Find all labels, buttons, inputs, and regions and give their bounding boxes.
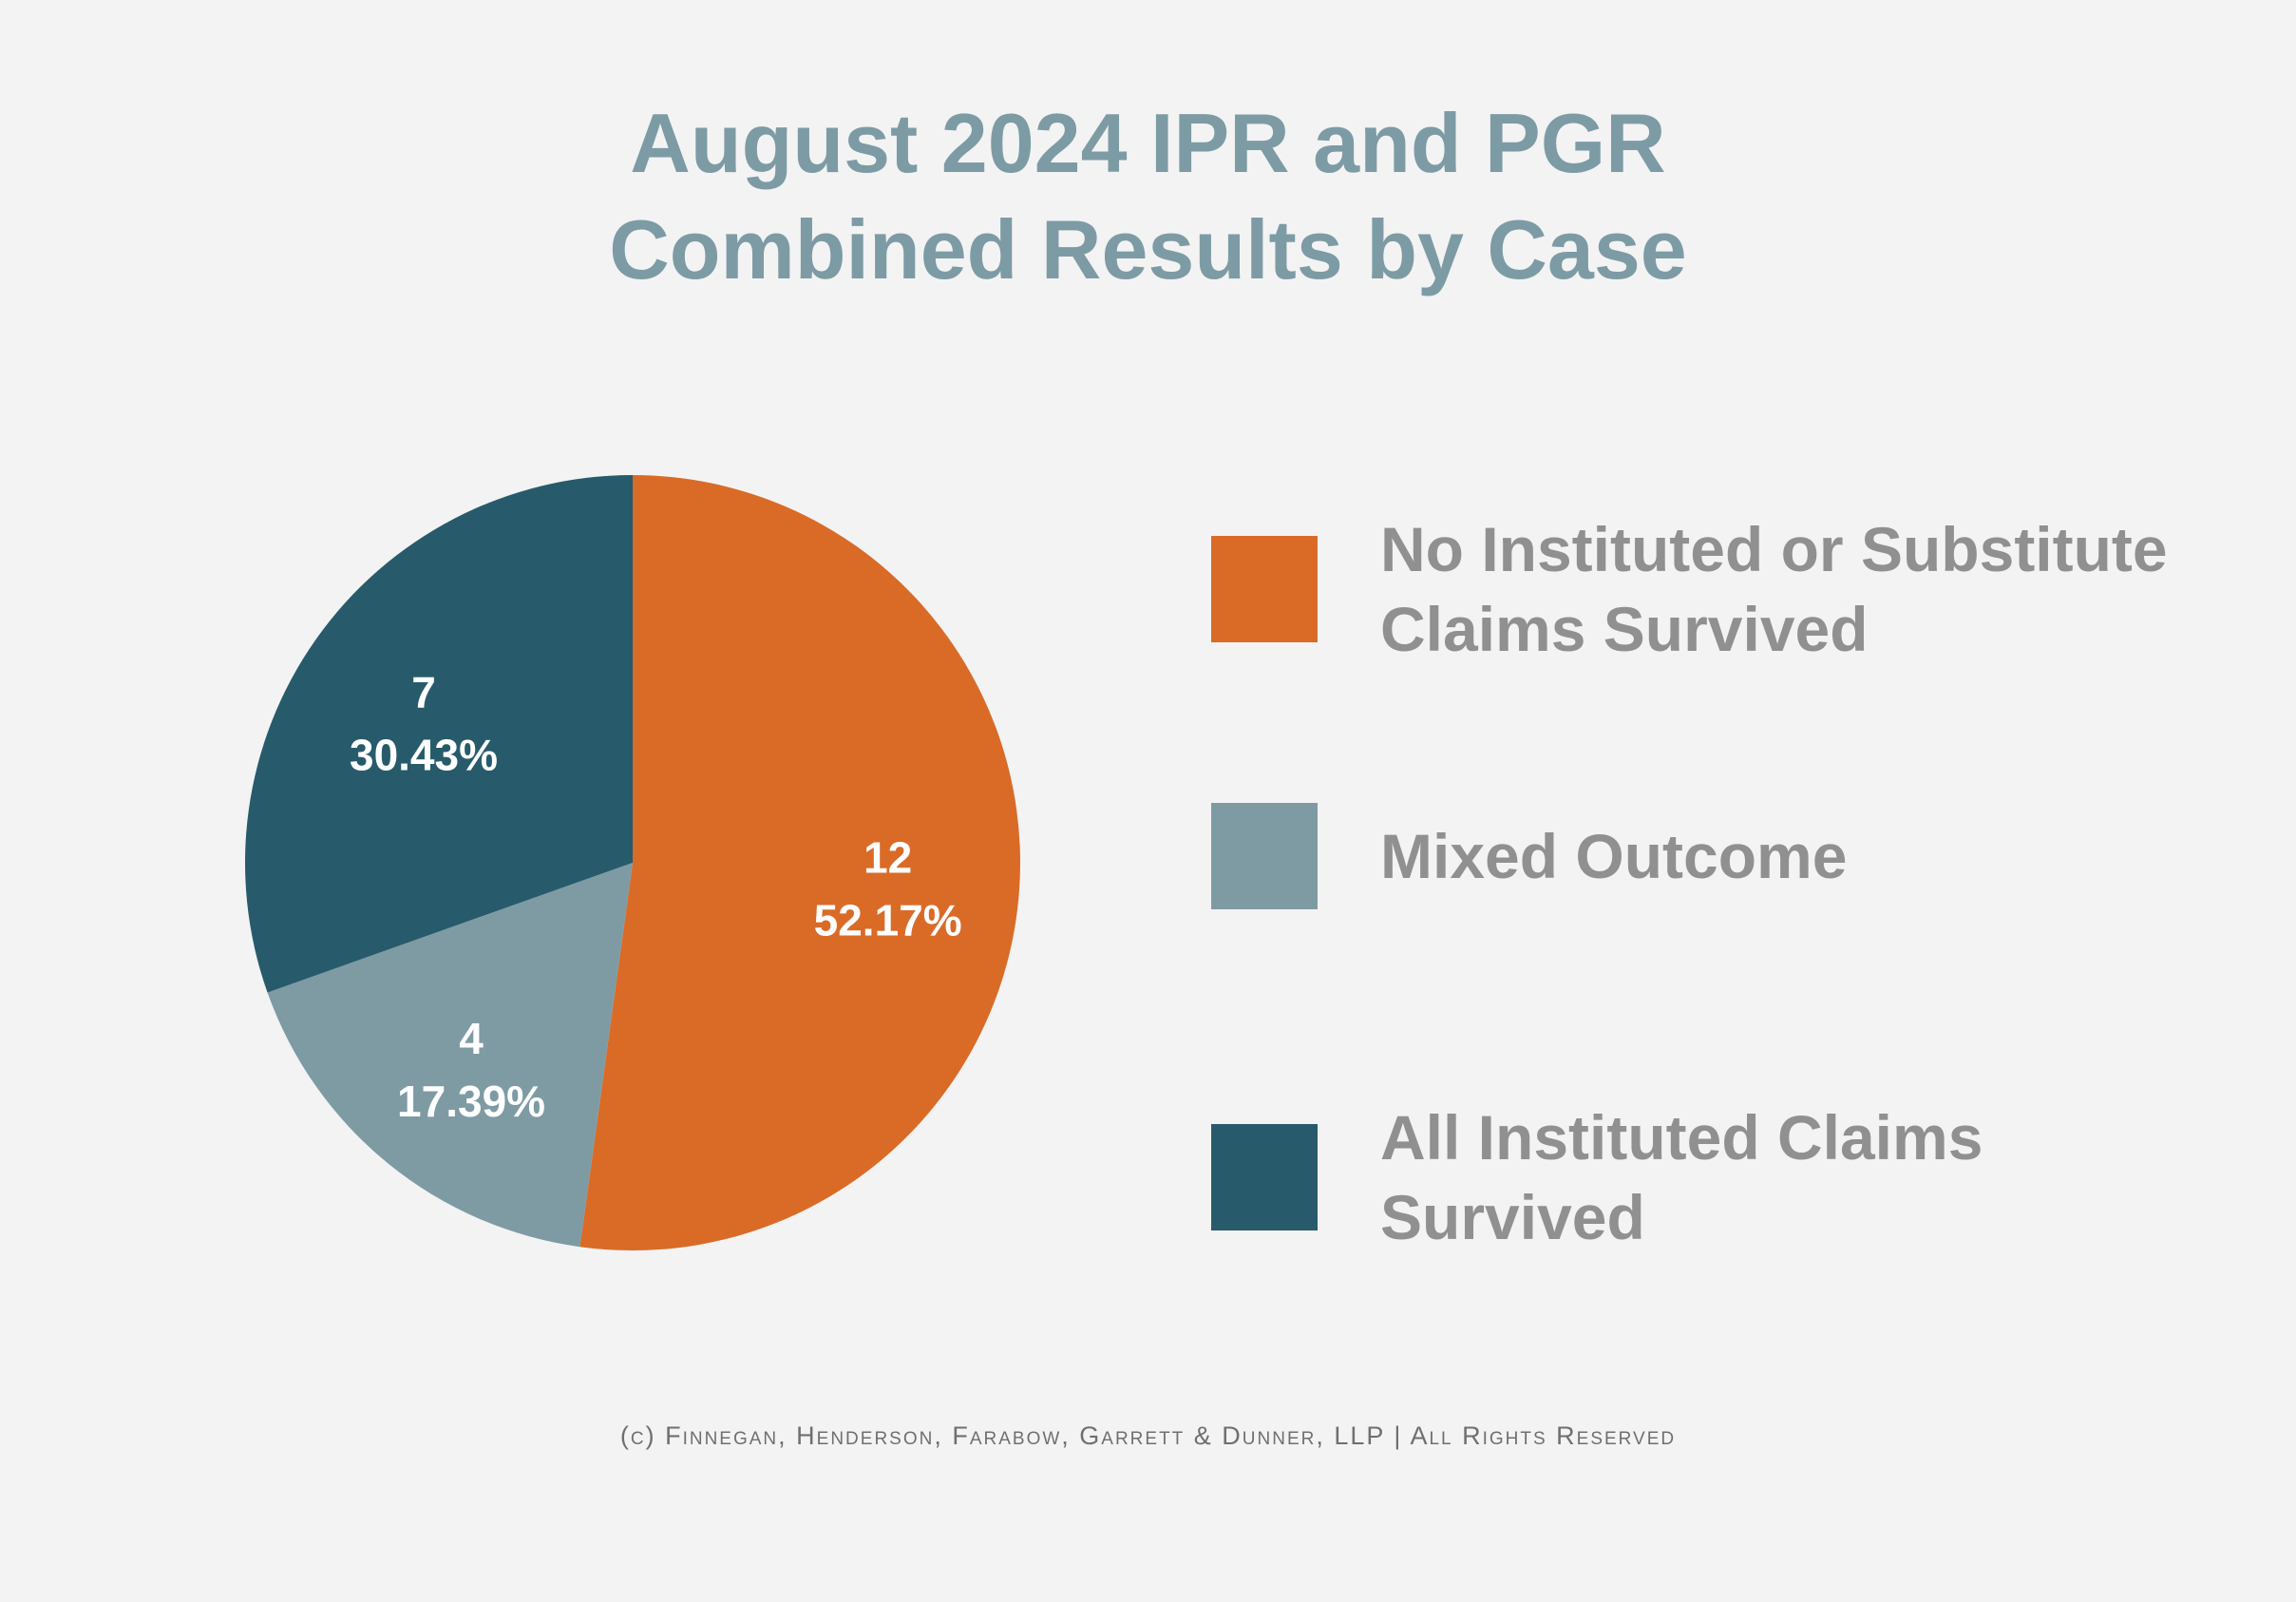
pie-slice: [245, 475, 633, 993]
legend-label: No Instituted or Substitute Claims Survi…: [1380, 514, 2168, 664]
slice-value-label: 12: [863, 832, 912, 882]
legend-item-no-claims-survived: No Instituted or Substitute Claims Survi…: [1211, 509, 2235, 669]
pie-slice: [579, 475, 1020, 1250]
chart-title: August 2024 IPR and PGR Combined Results…: [0, 90, 2296, 303]
slice-percent-label: 30.43%: [350, 731, 498, 780]
pie-slice: [267, 863, 633, 1248]
slice-value-label: 4: [459, 1014, 484, 1063]
slice-percent-label: 52.17%: [814, 895, 962, 944]
legend-swatch: [1211, 536, 1318, 642]
legend-swatch: [1211, 1124, 1318, 1230]
chart-title-line-2: Combined Results by Case: [609, 202, 1687, 296]
slice-percent-label: 17.39%: [397, 1077, 545, 1126]
legend-label: Mixed Outcome: [1380, 821, 1848, 891]
legend-item-mixed-outcome: Mixed Outcome: [1211, 803, 2235, 909]
legend-label: All Instituted Claims Survived: [1380, 1102, 1983, 1252]
chart-title-line-1: August 2024 IPR and PGR: [630, 96, 1666, 190]
copyright-footer: (c) Finnegan, Henderson, Farabow, Garret…: [619, 1421, 1677, 1450]
legend-item-all-claims-survived: All Instituted Claims Survived: [1211, 1097, 2235, 1257]
slice-value-label: 7: [411, 668, 436, 717]
legend-swatch: [1211, 803, 1318, 909]
